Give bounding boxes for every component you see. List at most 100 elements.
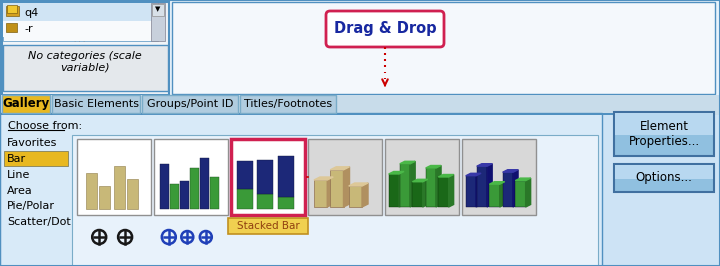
Bar [308,139,382,215]
Bar [160,164,168,209]
Bar [0,95,720,115]
Polygon shape [513,170,518,207]
Text: Drag & Drop: Drag & Drop [333,22,436,36]
Bar [400,164,410,207]
Text: Pie/Polar: Pie/Polar [7,202,55,211]
Polygon shape [477,164,492,166]
Polygon shape [413,179,428,182]
Bar [348,186,362,207]
Text: Bar: Bar [7,153,26,164]
Text: -r: -r [24,24,32,34]
Polygon shape [487,164,492,207]
Text: Element
Properties...: Element Properties... [629,120,700,148]
Bar [180,181,189,209]
Text: Basic Elements: Basic Elements [53,99,138,109]
Bar [0,0,720,95]
Bar [154,139,228,215]
Bar [466,176,476,207]
Text: ▼: ▼ [156,6,161,12]
Text: Groups/Point ID: Groups/Point ID [147,99,233,109]
Bar [438,177,449,207]
Text: · · ·: · · · [74,39,86,45]
Bar [462,139,536,215]
Text: No categories (scale
variable): No categories (scale variable) [28,51,142,73]
Bar [7,5,17,13]
Bar [0,113,620,115]
Bar [190,168,199,209]
Polygon shape [389,172,404,174]
Bar [426,168,436,207]
Text: Choose from:: Choose from: [8,121,82,131]
Bar [389,174,399,207]
Bar [231,139,305,215]
Bar [3,21,158,37]
Polygon shape [343,167,349,207]
Bar [240,95,336,113]
Polygon shape [410,161,415,207]
Bar [72,135,598,266]
Polygon shape [490,182,505,184]
Bar [4,151,68,166]
Bar [3,3,158,41]
Bar [477,166,487,207]
Bar [228,218,308,234]
Bar [77,139,151,215]
Polygon shape [423,179,428,207]
Bar [490,184,500,207]
Bar [330,170,343,207]
Polygon shape [449,174,454,207]
Bar [385,139,459,215]
Polygon shape [348,183,368,186]
Bar [2,95,50,113]
Bar [278,197,294,209]
Bar [237,189,253,209]
Bar [52,95,140,113]
Bar [257,160,273,194]
Bar [151,3,165,41]
Bar [200,157,209,209]
Bar [172,2,715,94]
Polygon shape [400,161,415,164]
Bar [615,165,713,179]
Bar [516,181,526,207]
Bar [114,166,125,209]
Text: Gallery: Gallery [2,98,50,110]
Bar [210,177,219,209]
Bar [171,184,179,209]
Bar [2,2,169,95]
Polygon shape [327,177,333,207]
Polygon shape [516,178,531,181]
Polygon shape [330,167,349,170]
Bar [237,161,253,189]
Bar [614,112,714,156]
Bar [0,113,602,266]
Bar [3,45,168,91]
Text: Line: Line [7,169,30,180]
Bar [615,113,713,135]
Bar [6,23,17,32]
Bar [3,3,158,21]
Text: Scatter/Dot: Scatter/Dot [7,218,71,227]
Text: Options...: Options... [636,172,693,185]
Polygon shape [438,174,454,177]
Polygon shape [503,170,518,172]
Polygon shape [476,173,481,207]
Text: q4: q4 [24,9,38,19]
Polygon shape [426,165,441,168]
Text: Stacked Bar: Stacked Bar [237,221,300,231]
Bar [413,182,423,207]
Polygon shape [500,182,505,207]
Bar [127,179,138,209]
Polygon shape [526,178,531,207]
Bar [278,156,294,197]
Bar [86,173,97,209]
Polygon shape [436,165,441,207]
Bar [503,172,513,207]
FancyBboxPatch shape [326,11,444,47]
Bar [257,194,273,209]
Bar [142,95,238,113]
Bar [614,164,714,192]
Polygon shape [399,172,404,207]
Text: Titles/Footnotes: Titles/Footnotes [244,99,332,109]
Bar [6,6,19,16]
